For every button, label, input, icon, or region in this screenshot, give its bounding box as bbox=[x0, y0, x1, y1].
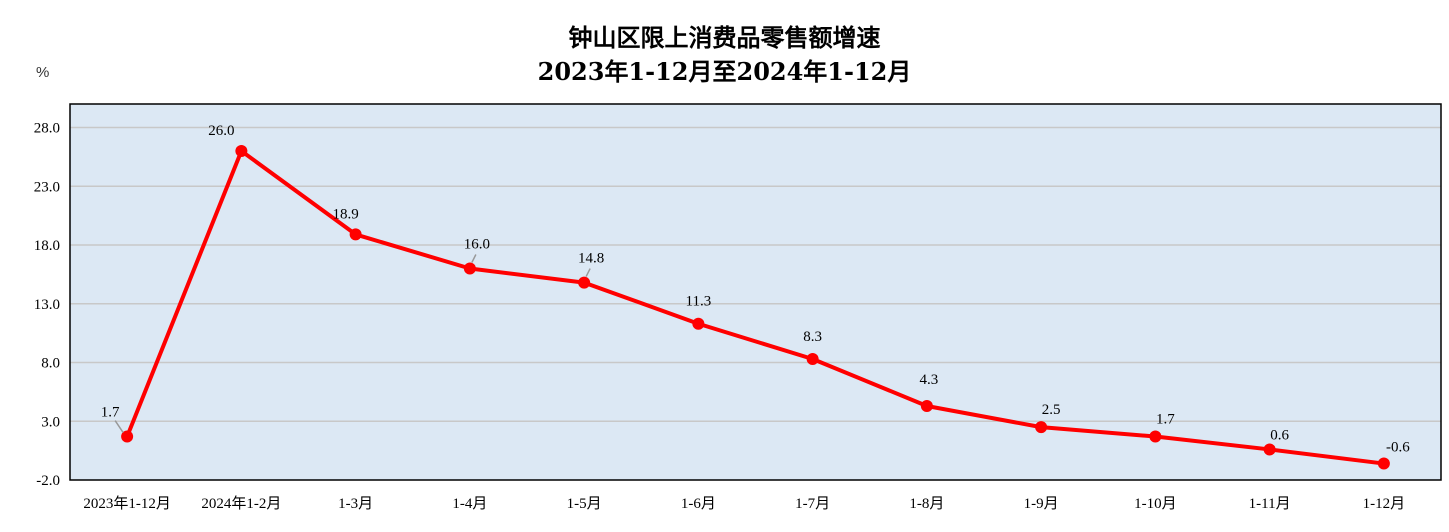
data-label: 0.6 bbox=[1270, 427, 1289, 443]
data-label: 1.7 bbox=[1156, 412, 1175, 428]
plot-frame bbox=[69, 103, 1442, 481]
y-tick-label: -2.0 bbox=[36, 473, 60, 489]
data-point bbox=[121, 430, 134, 443]
x-tick-label: 1-6月 bbox=[681, 496, 716, 512]
series-line bbox=[125, 149, 1385, 466]
x-tick-label: 1-3月 bbox=[338, 496, 373, 512]
data-label: 8.3 bbox=[803, 329, 822, 345]
data-label: 1.7 bbox=[101, 405, 120, 421]
x-tick-label: 1-11月 bbox=[1249, 496, 1291, 512]
data-label: 2.5 bbox=[1042, 402, 1061, 418]
y-tick-label: 28.0 bbox=[34, 121, 60, 137]
y-axis-unit-label: % bbox=[36, 64, 50, 81]
chart-title: 钟山区限上消费品零售额增速 bbox=[568, 23, 881, 52]
data-label: 14.8 bbox=[578, 251, 604, 267]
data-point bbox=[920, 399, 933, 412]
x-tick-label: 1-7月 bbox=[795, 496, 830, 512]
y-tick-label: 3.0 bbox=[41, 414, 60, 430]
y-tick-label: 8.0 bbox=[41, 356, 60, 372]
data-label-leader bbox=[471, 254, 477, 263]
data-point bbox=[806, 352, 819, 365]
x-tick-label: 1-9月 bbox=[1024, 496, 1059, 512]
data-label: 16.0 bbox=[464, 237, 490, 253]
data-label: -0.6 bbox=[1386, 440, 1410, 456]
x-tick-label: 2024年1-2月 bbox=[201, 495, 281, 512]
x-tick-label: 1-12月 bbox=[1363, 496, 1406, 512]
data-label: 4.3 bbox=[920, 372, 939, 388]
data-point bbox=[463, 262, 476, 275]
y-tick-label: 23.0 bbox=[34, 179, 60, 195]
data-label: 18.9 bbox=[333, 206, 359, 222]
data-point bbox=[692, 317, 705, 330]
data-point bbox=[578, 276, 591, 289]
x-tick-label: 1-10月 bbox=[1134, 496, 1177, 512]
plot-area bbox=[70, 104, 1441, 480]
x-tick-label: 2023年1-12月 bbox=[83, 495, 171, 512]
y-tick-label: 18.0 bbox=[34, 238, 60, 254]
data-point bbox=[1263, 443, 1276, 456]
x-tick-label: 1-5月 bbox=[567, 496, 602, 512]
data-point bbox=[235, 145, 248, 157]
chart-subtitle: 2023年1-12月至2024年1-12月 bbox=[537, 57, 912, 86]
data-point bbox=[1377, 457, 1390, 470]
data-point bbox=[349, 228, 362, 241]
x-tick-label: 1-4月 bbox=[452, 496, 487, 512]
data-label-leader bbox=[585, 268, 591, 277]
data-label-leader bbox=[114, 420, 124, 433]
data-label: 26.0 bbox=[208, 123, 234, 139]
data-point bbox=[1035, 421, 1048, 434]
x-tick-label: 1-8月 bbox=[909, 496, 944, 512]
y-tick-label: 13.0 bbox=[34, 297, 60, 313]
data-point bbox=[1149, 430, 1162, 443]
data-label: 11.3 bbox=[686, 294, 712, 310]
